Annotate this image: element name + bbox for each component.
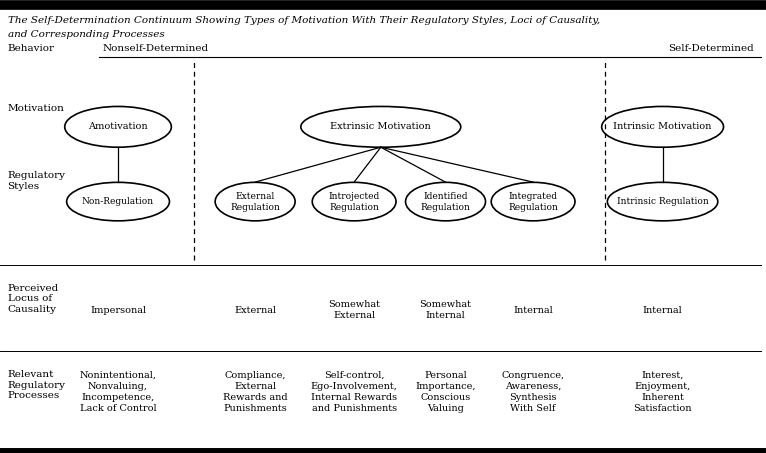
Text: Identified
Regulation: Identified Regulation xyxy=(421,192,470,212)
Text: Intrinsic Motivation: Intrinsic Motivation xyxy=(614,122,712,131)
Text: Integrated
Regulation: Integrated Regulation xyxy=(508,192,558,212)
Text: The Self-Determination Continuum Showing Types of Motivation With Their Regulato: The Self-Determination Continuum Showing… xyxy=(8,16,600,25)
Text: Impersonal: Impersonal xyxy=(90,306,146,315)
Text: Somewhat
External: Somewhat External xyxy=(328,300,380,320)
Text: Non-Regulation: Non-Regulation xyxy=(82,197,154,206)
Text: Relevant
Regulatory
Processes: Relevant Regulatory Processes xyxy=(8,370,66,400)
Text: Interest,
Enjoyment,
Inherent
Satisfaction: Interest, Enjoyment, Inherent Satisfacti… xyxy=(633,371,692,413)
Text: Nonintentional,
Nonvaluing,
Incompetence,
Lack of Control: Nonintentional, Nonvaluing, Incompetence… xyxy=(80,371,156,413)
Text: Personal
Importance,
Conscious
Valuing: Personal Importance, Conscious Valuing xyxy=(415,371,476,413)
Text: Regulatory
Styles: Regulatory Styles xyxy=(8,172,66,191)
Text: Motivation: Motivation xyxy=(8,104,64,113)
Text: Amotivation: Amotivation xyxy=(88,122,148,131)
Text: Internal: Internal xyxy=(513,306,553,315)
Text: External
Regulation: External Regulation xyxy=(231,192,280,212)
Text: Somewhat
Internal: Somewhat Internal xyxy=(420,300,472,320)
Text: Intrinsic Regulation: Intrinsic Regulation xyxy=(617,197,709,206)
Text: Perceived
Locus of
Causality: Perceived Locus of Causality xyxy=(8,284,59,314)
Text: Congruence,
Awareness,
Synthesis
With Self: Congruence, Awareness, Synthesis With Se… xyxy=(502,371,565,413)
Text: Introjected
Regulation: Introjected Regulation xyxy=(329,192,380,212)
Text: Nonself-Determined: Nonself-Determined xyxy=(103,44,209,53)
Text: Self-control,
Ego-Involvement,
Internal Rewards
and Punishments: Self-control, Ego-Involvement, Internal … xyxy=(311,371,398,413)
Text: and Corresponding Processes: and Corresponding Processes xyxy=(8,30,165,39)
Text: Internal: Internal xyxy=(643,306,683,315)
Text: Compliance,
External
Rewards and
Punishments: Compliance, External Rewards and Punishm… xyxy=(223,371,287,413)
Text: External: External xyxy=(234,306,277,315)
Text: Self-Determined: Self-Determined xyxy=(668,44,754,53)
Text: Behavior: Behavior xyxy=(8,44,54,53)
Text: Extrinsic Motivation: Extrinsic Motivation xyxy=(330,122,431,131)
